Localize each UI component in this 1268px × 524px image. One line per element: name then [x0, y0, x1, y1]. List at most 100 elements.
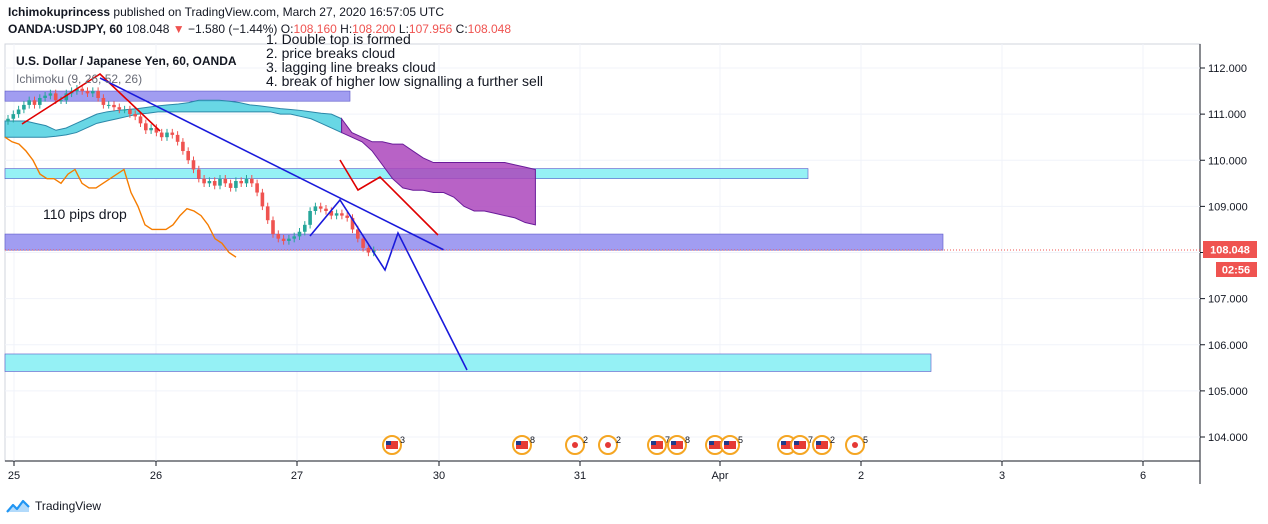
- candle-body: [260, 192, 265, 207]
- us-flag-canton: [816, 441, 821, 445]
- price-tick-label: 111.000: [1208, 109, 1246, 121]
- candle-body: [186, 151, 190, 161]
- tradingview-logo-icon: [6, 499, 30, 513]
- double-top-zigzag: [21, 72, 161, 132]
- candle-body: [191, 160, 196, 170]
- economic-events[interactable]: 3822781153725: [382, 435, 868, 455]
- annotation-1: 1. Double top is formed: [266, 31, 411, 47]
- time-tick-label: 6: [1140, 470, 1146, 482]
- candle-body: [75, 88, 79, 92]
- candle-body: [85, 91, 90, 94]
- candle-body: [313, 206, 318, 211]
- candle-body: [287, 238, 291, 241]
- candle-body: [80, 88, 84, 92]
- event-count: 2: [830, 435, 835, 445]
- us-flag-icon: [816, 441, 828, 449]
- candle-body: [271, 220, 275, 235]
- candle-body: [361, 238, 365, 248]
- candle-body: [181, 141, 185, 152]
- event-count: 7: [808, 435, 813, 445]
- lagging-line-layer: [4, 136, 237, 258]
- price-tick-label: 107.000: [1208, 294, 1248, 306]
- time-tick-label: 30: [433, 470, 445, 482]
- high-label: H:: [340, 22, 353, 36]
- candle-body: [218, 178, 222, 186]
- candle-body: [212, 181, 217, 186]
- publish-info: published on TradingView.com, March 27, …: [113, 5, 445, 19]
- candle-body: [324, 208, 328, 211]
- price-zigzag: [339, 159, 439, 236]
- candle-body: [64, 93, 69, 101]
- pane-legend: U.S. Dollar / Japanese Yen, 60, OANDA Ic…: [16, 52, 237, 88]
- price-tick-label: 109.000: [1208, 201, 1248, 213]
- lagging-line: [4, 136, 237, 258]
- candle-body: [297, 231, 302, 237]
- publish-line: Ichimokuprincess published on TradingVie…: [8, 4, 511, 21]
- event-count: 2: [616, 435, 621, 445]
- annotation-2: 2. price breaks cloud: [266, 45, 395, 61]
- down-arrow-icon: ▼: [172, 22, 185, 36]
- us-flag-canton: [781, 441, 786, 445]
- event-count: 5: [863, 435, 868, 445]
- author-name[interactable]: Ichimokuprincess: [8, 5, 111, 19]
- candle-body: [91, 91, 95, 94]
- us-flag-canton: [709, 441, 714, 445]
- indicator-title[interactable]: Ichimoku (9, 26, 52, 26): [16, 72, 143, 86]
- candle-body: [106, 104, 111, 106]
- last-value: 108.048: [126, 22, 170, 36]
- candle-body: [38, 97, 42, 105]
- close-label: C:: [455, 22, 468, 36]
- open-label: O:: [280, 22, 294, 36]
- us-flag-canton: [794, 441, 799, 445]
- candle-body: [255, 183, 259, 193]
- candle-body: [48, 93, 53, 96]
- us-flag-icon: [794, 441, 806, 449]
- us-flag-canton: [651, 441, 656, 445]
- cloud-bearish: [341, 117, 536, 226]
- us-flag-canton: [516, 441, 521, 445]
- event-count: 8: [685, 435, 690, 445]
- countdown-label: 02:56: [1222, 265, 1250, 277]
- us-flag-icon: [671, 441, 683, 449]
- candle-body: [228, 183, 233, 188]
- annotation-list: 1. Double top is formed 2. price breaks …: [266, 31, 543, 89]
- resistance-zone: [4, 90, 351, 102]
- candle-body: [175, 134, 180, 142]
- symbol-label[interactable]: OANDA:USDJPY, 60: [8, 22, 123, 36]
- time-axis[interactable]: 25 26 27 30 31 Apr 2 3 6: [8, 461, 1146, 482]
- candle-body: [202, 178, 206, 184]
- price-tick-label: 110.000: [1208, 155, 1247, 167]
- us-flag-canton: [386, 441, 391, 445]
- candle-body: [281, 238, 286, 241]
- candle-body: [27, 100, 31, 105]
- price-tick-label: 105.000: [1208, 386, 1248, 398]
- brand-name: TradingView: [35, 499, 102, 513]
- candle-body: [16, 109, 21, 115]
- candle-body: [32, 100, 37, 105]
- pips-drop-label: 110 pips drop: [43, 206, 127, 222]
- candle-body: [276, 234, 281, 239]
- ichimoku-cloud: [4, 99, 536, 226]
- time-tick-label: 27: [291, 470, 303, 482]
- us-flag-icon: [724, 441, 736, 449]
- event-dot-icon: [605, 442, 611, 448]
- footer-brand[interactable]: TradingView: [6, 496, 101, 516]
- target-zone: [4, 353, 932, 372]
- price-tick-label: 104.000: [1208, 432, 1248, 444]
- candle-body: [154, 127, 159, 133]
- last-price-badge: [1203, 241, 1257, 258]
- candle-body: [207, 181, 212, 184]
- event-dot-icon: [852, 442, 858, 448]
- price-tick-label: 112.000: [1208, 63, 1247, 75]
- candle-body: [350, 217, 355, 230]
- candle-body: [122, 109, 127, 111]
- candle-body: [234, 181, 238, 188]
- candle-body: [117, 107, 122, 110]
- time-tick-label: Apr: [711, 470, 728, 482]
- chart-header: Ichimokuprincess published on TradingVie…: [8, 4, 511, 38]
- change-value: −1.580 (−1.44%): [188, 22, 278, 36]
- open-value: 108.160: [293, 22, 337, 36]
- series-title[interactable]: U.S. Dollar / Japanese Yen, 60, OANDA: [16, 54, 237, 68]
- candle-body: [250, 178, 254, 184]
